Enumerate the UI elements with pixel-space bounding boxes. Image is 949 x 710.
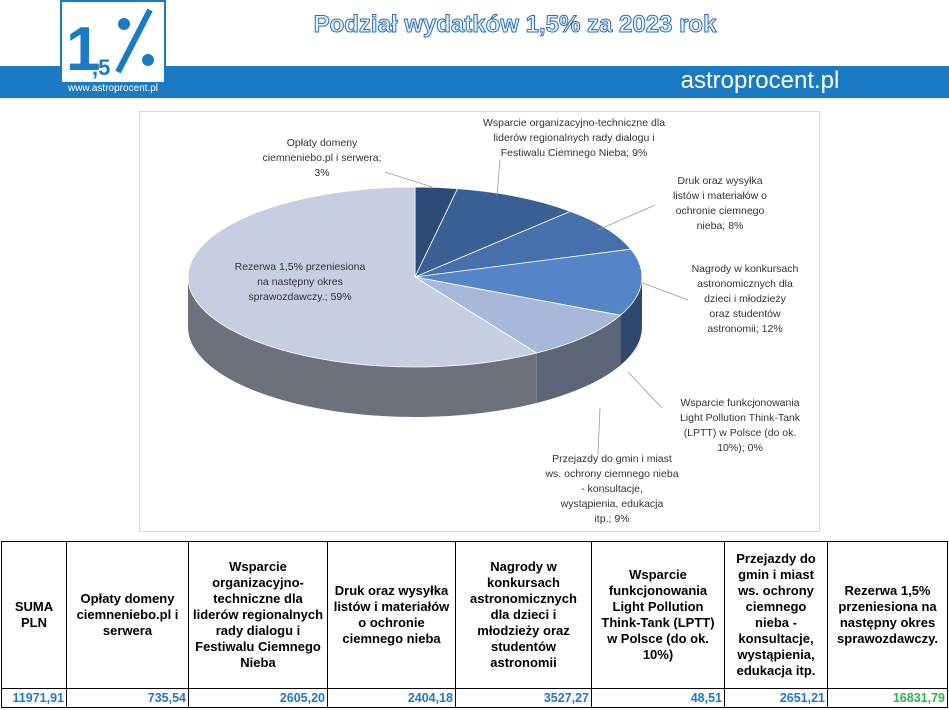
header-cell: Nagrody w konkursach astronomicznych dla… [455, 541, 592, 689]
slice-side [188, 277, 537, 417]
label-line: oraz studentów [709, 308, 781, 320]
logo-planet [118, 18, 130, 30]
label-line: astronomicznych dla [697, 278, 793, 290]
value-label: 9% [614, 513, 629, 525]
label-line: Wsparcie organizacyjno-techniczne dla [483, 117, 665, 129]
label-line: ciemneniebo.pl i serwera; [262, 152, 381, 164]
value-cell: 735,54 [66, 688, 189, 708]
slice-label: Opłaty domeny ciemneniebo.pl i serwera; 3% [262, 137, 381, 179]
leader-line [627, 371, 663, 409]
header-cell: Rezerwa 1,5% przeniesiona na następny ok… [827, 541, 948, 689]
slice [414, 188, 572, 278]
value-label: 3% [314, 167, 329, 179]
label-line: Nagrody w konkursach [692, 263, 799, 275]
slice-label: Przejazdy do gmin i miast ws. ochrony cie… [544, 453, 678, 525]
label-line: liderów regionalnych rady dialogu i [493, 132, 654, 144]
slice-side [620, 277, 642, 366]
chart: 1 ,5 www.astroprocent.pl Podział wydatkó… [0, 0, 949, 532]
label-line: Wsparcie funkcjonowania [680, 397, 799, 409]
value-row: 11971,91 735,54 2605,20 2404,18 3527,27 48,51… [1, 688, 948, 708]
label-line: sprawozdawczy.; [248, 291, 327, 303]
value-label: 8% [728, 220, 743, 232]
logo-url: www.astroprocent.pl [67, 83, 158, 94]
label-line: wystąpienia, edukacja [560, 498, 664, 510]
leader-line [597, 204, 656, 231]
label-line: (LPTT) w Polsce (do ok. [684, 427, 797, 439]
slice-label: Wsparcie organizacyjno-techniczne dla lid… [483, 117, 665, 159]
label-line: listów i materiałów o [673, 190, 767, 202]
value-cell: 2605,20 [188, 688, 328, 708]
label-line: - konsultacje, [581, 483, 643, 495]
label-line: astronomii; [707, 323, 758, 335]
logo-planet [142, 54, 154, 66]
value-cell: 16831,79 [827, 688, 948, 708]
header-row: SUMA PLN Opłaty domeny ciemneniebo.pl i s… [1, 541, 948, 689]
slice-side [536, 315, 621, 403]
label-line: na następny okres [257, 276, 343, 288]
label-line: Opłaty domeny [287, 137, 358, 149]
value-label: 9% [632, 147, 647, 159]
leader-line [384, 171, 433, 188]
value-cell: 48,51 [591, 688, 725, 708]
label-line: Rezerwa 1,5% przeniesiona [235, 261, 366, 273]
label-line: Przejazdy do gmin i miast [552, 453, 672, 465]
slice-label: Wsparcie funkcjonowania Light Pollution T… [680, 397, 801, 454]
value-label: 59% [331, 291, 352, 303]
value-label: 0% [748, 442, 763, 454]
value-cell: 2404,18 [327, 688, 456, 708]
label-line: ws. ochrony ciemnego nieba [544, 468, 678, 480]
leader-line [496, 159, 501, 197]
label-line: nieba; [697, 220, 726, 232]
slice-label: Rezerwa 1,5% przeniesiona na następny okr… [235, 261, 366, 303]
slice-label: Druk oraz wysyłka listów i materiałów o oc… [673, 175, 767, 232]
summary-table: SUMA PLN Opłaty domeny ciemneniebo.pl i s… [1, 541, 948, 708]
header-cell: Przejazdy do gmin i miast ws. ochrony ci… [724, 541, 828, 689]
label-line: dzieci i młodzieży [704, 293, 786, 305]
label-line: itp.; [594, 513, 611, 525]
page-title: Podział wydatków 1,5% za 2023 rok [314, 11, 717, 38]
slice-label: Nagrody w konkursach astronomicznych dla d… [692, 263, 799, 335]
slice [187, 186, 538, 368]
logo-slash [115, 8, 153, 74]
value-cell: 3527,27 [455, 688, 592, 708]
slice [414, 276, 622, 354]
logo-sub: ,5 [92, 55, 110, 80]
leader-line [639, 281, 689, 301]
header-cell: Druk oraz wysyłka listów i materiałów o … [327, 541, 456, 689]
leader-line [597, 407, 601, 456]
header-cell: Opłaty domeny ciemneniebo.pl i serwera [66, 541, 189, 689]
label-line: 10%); [717, 442, 744, 454]
label-line: Druk oraz wysyłka [677, 175, 762, 187]
value-cell: 11971,91 [1, 688, 67, 708]
value-cell: 2651,21 [724, 688, 828, 708]
label-line: ochronie ciemnego [676, 205, 765, 217]
header-cell: Wsparcie organizacyjno-techniczne dla li… [188, 541, 328, 689]
header-cell: Wsparcie funkcjonowania Light Pollution … [591, 541, 725, 689]
site-name: astroprocent.pl [681, 67, 840, 94]
slice [414, 210, 632, 278]
logo-main: 1 [66, 15, 100, 84]
value-label: 12% [762, 323, 783, 335]
header-cell: SUMA PLN [1, 541, 67, 689]
label-line: Festiwalu Ciemnego Nieba; [501, 147, 629, 159]
label-line: Light Pollution Think-Tank [680, 412, 801, 424]
